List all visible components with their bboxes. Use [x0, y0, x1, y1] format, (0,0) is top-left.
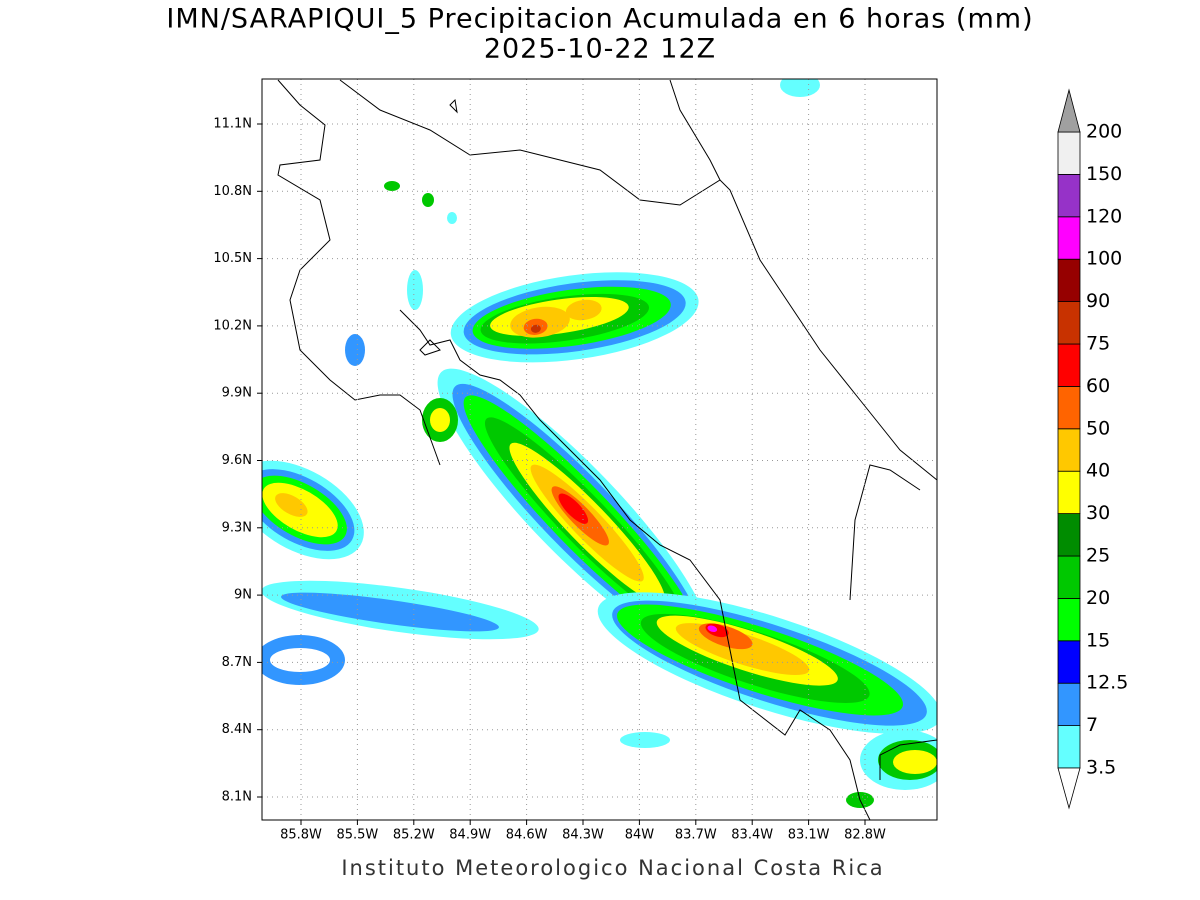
colorbar-label: 15: [1086, 629, 1110, 651]
lon-label: 82.8W: [844, 828, 886, 843]
lon-label: 83.1W: [788, 828, 830, 843]
lat-label: 10.2N: [213, 318, 252, 333]
coastline: [277, 79, 937, 820]
colorbar: 3.5 7 12.5 15 20 25 30 40 50 60 75 90 100 120 150 200: [1057, 88, 1128, 810]
lat-label: 9.6N: [222, 453, 252, 468]
colorbar-label: 7: [1086, 714, 1098, 736]
colorbar-segment: [1057, 725, 1081, 769]
colorbar-label: 100: [1086, 248, 1122, 270]
colorbar-segment: [1057, 470, 1081, 515]
colorbar-segment: [1057, 131, 1081, 175]
lat-label: 11.1N: [213, 117, 252, 132]
colorbar-label: 30: [1086, 502, 1110, 524]
colorbar-label: 20: [1086, 587, 1110, 609]
title: IMN/SARAPIQUI_5 Precipitacion Acumulada …: [166, 4, 1033, 35]
lat-label: 8.7N: [222, 655, 252, 670]
colorbar-label: 120: [1086, 205, 1122, 227]
colorbar-segment: [1057, 258, 1081, 303]
colorbar-label: 90: [1086, 290, 1110, 312]
lon-label: 83.7W: [675, 828, 717, 843]
colorbar-segment: [1057, 640, 1081, 684]
colorbar-label: 25: [1086, 545, 1110, 567]
colorbar-label: 12.5: [1086, 672, 1128, 694]
colorbar-segment: [1057, 173, 1081, 218]
lon-label: 85.5W: [336, 828, 378, 843]
colorbar-segment: [1057, 301, 1081, 345]
colorbar-label: 50: [1086, 417, 1110, 439]
graticule: 85.8W 85.5W 85.2W 84.9W 84.6W 84.3W 84W 83.7W 83…: [213, 79, 937, 843]
map-frame: [261, 78, 938, 821]
lat-label: 9.3N: [222, 520, 252, 535]
colorbar-label: 3.5: [1086, 757, 1116, 779]
colorbar-segment: [1057, 598, 1081, 642]
colorbar-label: 40: [1086, 460, 1110, 482]
colorbar-segment: [1057, 428, 1081, 472]
lon-label: 85.8W: [280, 828, 322, 843]
lat-label: 10.8N: [213, 184, 252, 199]
colorbar-label: 150: [1086, 163, 1122, 185]
footer: Instituto Meteorologico Nacional Costa R…: [341, 856, 884, 880]
subtitle: 2025-10-22 12Z: [484, 34, 716, 65]
precipitation-field: [262, 79, 937, 808]
lon-label: 83.4W: [731, 828, 773, 843]
colorbar-segment: [1057, 385, 1081, 430]
lat-label: 8.4N: [222, 722, 252, 737]
lat-label: 8.1N: [222, 790, 252, 805]
colorbar-segment: [1057, 343, 1081, 387]
colorbar-segment: [1057, 513, 1081, 557]
lat-label: 10.5N: [213, 251, 252, 266]
lat-label: 9.9N: [222, 386, 252, 401]
lon-label: 84W: [625, 828, 655, 843]
colorbar-segment: [1057, 555, 1081, 599]
colorbar-label: 60: [1086, 375, 1110, 397]
colorbar-label: 75: [1086, 333, 1110, 355]
lat-label: 9N: [234, 588, 252, 603]
lon-label: 85.2W: [393, 828, 435, 843]
lon-label: 84.6W: [506, 828, 548, 843]
lon-label: 84.3W: [562, 828, 604, 843]
colorbar-over: [1057, 88, 1081, 133]
colorbar-segment: [1057, 682, 1081, 727]
colorbar-under: [1057, 767, 1081, 810]
lon-label: 84.9W: [449, 828, 491, 843]
colorbar-label: 200: [1086, 121, 1122, 143]
colorbar-segment: [1057, 216, 1081, 260]
